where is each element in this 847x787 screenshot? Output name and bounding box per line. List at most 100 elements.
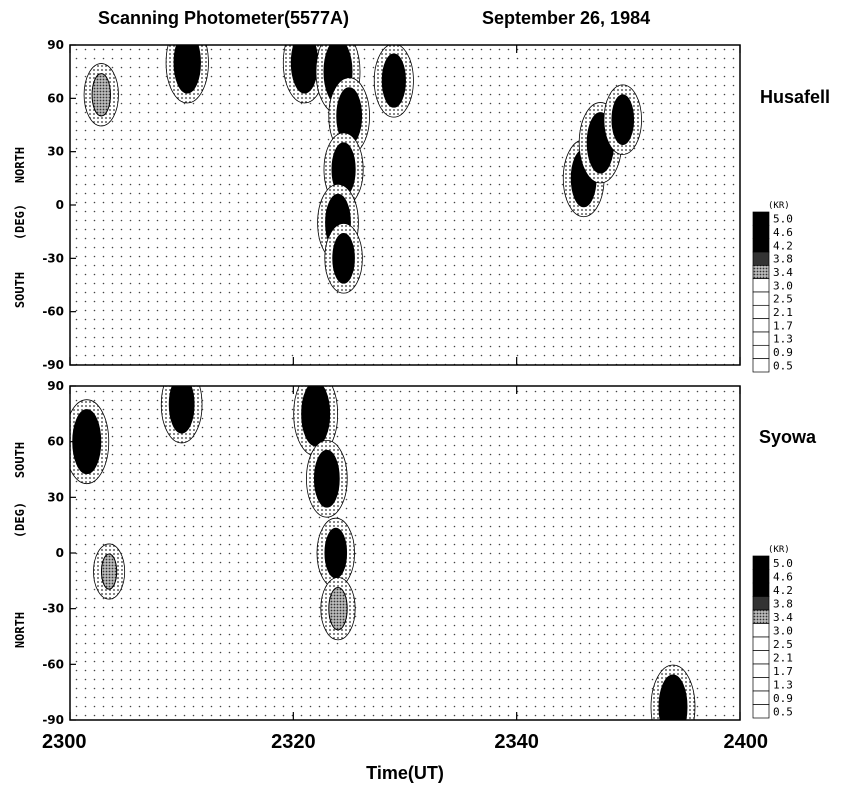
xtick-label-2: 2340 [494, 731, 539, 753]
x-axis-label: Time(UT) [366, 763, 444, 783]
colorbar-label-husafell-9: 1.3 [773, 333, 793, 346]
colorbar-label-husafell-6: 2.5 [773, 293, 793, 306]
ytick-label-husafell-2: 30 [47, 145, 64, 159]
colorbar-swatch-syowa-6 [752, 636, 770, 651]
colorbar-swatch-husafell-4 [752, 264, 770, 280]
chart-title: Scanning Photometer(5577A) [98, 8, 349, 28]
ytick-label-syowa-2: 30 [47, 490, 64, 504]
feature-husafell-0 [173, 45, 201, 94]
feature-syowa-7 [658, 674, 688, 720]
colorbar-swatch-syowa-1 [752, 569, 770, 584]
feature-syowa-0 [72, 409, 102, 475]
colorbar-swatch-husafell-8 [752, 318, 770, 333]
ytick-label-syowa-5: -60 [42, 657, 64, 671]
colorbar-husafell: (KR) 5.04.64.23.83.43.02.52.11.71.30.90.5 [752, 201, 793, 373]
colorbar-label-syowa-6: 2.5 [773, 638, 793, 651]
feature-husafell-1 [290, 45, 319, 94]
colorbar-label-syowa-2: 4.2 [773, 584, 793, 597]
colorbar-label-husafell-10: 0.9 [773, 346, 793, 359]
colorbar-label-syowa-4: 3.4 [773, 611, 793, 624]
colorbar-label-husafell-3: 3.8 [773, 253, 793, 266]
colorbar-swatch-syowa-2 [752, 582, 770, 597]
station-label-syowa: Syowa [759, 427, 817, 447]
colorbar-swatch-husafell-0 [752, 211, 770, 226]
panel-husafell-axes: 90 60 30 0 -30 -60 -90 [42, 38, 741, 372]
colorbar-swatch-husafell-6 [752, 291, 770, 306]
colorbar-swatch-syowa-0 [752, 555, 770, 570]
colorbar-label-husafell-0: 5.0 [773, 213, 793, 226]
xtick-label-1: 2320 [271, 731, 316, 753]
ytick-label-syowa-3: 0 [56, 546, 64, 560]
feature-syowa-5 [328, 586, 348, 631]
feature-husafell-11 [91, 73, 111, 117]
ytick-label-husafell-0: 90 [47, 38, 64, 52]
colorbar-swatch-syowa-7 [752, 650, 770, 665]
feature-syowa-2 [301, 386, 331, 447]
colorbar-swatch-syowa-5 [752, 623, 770, 638]
colorbar-label-husafell-5: 3.0 [773, 279, 793, 292]
colorbar-syowa: (KR) 5.04.64.23.83.43.02.52.11.71.30.90.5 [752, 545, 793, 719]
chart-date: September 26, 1984 [482, 8, 650, 28]
feature-syowa-1 [168, 386, 195, 434]
colorbar-label-husafell-11: 0.5 [773, 359, 793, 372]
colorbar-swatch-husafell-3 [752, 251, 770, 266]
colorbar-swatch-husafell-7 [752, 304, 770, 320]
xtick-label-3: 2400 [724, 731, 769, 753]
colorbar-swatch-syowa-8 [752, 663, 770, 678]
feature-syowa-3 [313, 449, 340, 508]
colorbar-label-syowa-5: 3.0 [773, 624, 793, 637]
colorbar-label-syowa-9: 1.3 [773, 678, 793, 691]
ylabel-bottom-south: SOUTH [13, 442, 27, 478]
colorbar-label-syowa-3: 3.8 [773, 597, 793, 610]
colorbar-label-syowa-8: 1.7 [773, 665, 793, 678]
colorbar-label-husafell-1: 4.6 [773, 226, 793, 239]
feature-syowa-6 [100, 553, 118, 590]
colorbar-swatch-husafell-5 [752, 278, 770, 293]
colorbar-swatch-syowa-3 [752, 596, 770, 611]
ytick-label-husafell-1: 60 [47, 91, 64, 105]
colorbar-swatch-syowa-4 [752, 609, 770, 624]
colorbar-label-syowa-0: 5.0 [773, 557, 793, 570]
ylabel-top-north: NORTH [13, 147, 27, 183]
feature-husafell-10 [611, 94, 635, 145]
panel-syowa-axes: 90 60 30 0 -30 -60 -90 2300 2320 2340 2400 [42, 379, 768, 753]
feature-husafell-7 [381, 53, 406, 108]
ylabel-bottom-north: NORTH [13, 612, 27, 648]
colorbar-label-syowa-10: 0.9 [773, 692, 793, 705]
ytick-label-syowa-6: -90 [42, 713, 64, 727]
station-label-husafell: Husafell [760, 87, 830, 107]
ytick-label-husafell-3: 0 [56, 198, 64, 212]
colorbar-swatch-syowa-10 [752, 690, 770, 705]
ytick-label-syowa-1: 60 [47, 435, 64, 449]
ylabel-top-deg: (DEG) [13, 204, 27, 240]
feature-husafell-6 [332, 233, 355, 284]
ytick-label-husafell-5: -60 [42, 305, 64, 319]
colorbar-swatch-husafell-11 [752, 358, 770, 373]
xtick-label-0: 2300 [42, 731, 87, 753]
ytick-label-syowa-4: -30 [42, 602, 64, 616]
colorbar-unit-syowa: (KR) [768, 545, 790, 555]
colorbar-swatch-syowa-9 [752, 677, 770, 692]
panel-syowa-features [70, 386, 696, 720]
ytick-label-syowa-0: 90 [47, 379, 64, 393]
colorbar-label-husafell-4: 3.4 [773, 266, 793, 279]
colorbar-label-syowa-11: 0.5 [773, 705, 793, 718]
colorbar-swatch-husafell-9 [752, 331, 770, 346]
ytick-label-husafell-6: -90 [42, 358, 64, 372]
panel-husafell-features [83, 45, 642, 294]
colorbar-swatch-husafell-10 [752, 344, 770, 360]
colorbar-swatch-husafell-2 [752, 238, 770, 253]
colorbar-swatch-syowa-11 [752, 704, 770, 719]
colorbar-label-husafell-7: 2.1 [773, 306, 793, 319]
colorbar-label-syowa-7: 2.1 [773, 651, 793, 664]
ylabel-top-south: SOUTH [13, 272, 27, 308]
colorbar-unit-husafell: (KR) [768, 201, 790, 211]
colorbar-label-syowa-1: 4.6 [773, 570, 793, 583]
ytick-label-husafell-4: -30 [42, 251, 64, 265]
feature-syowa-4 [324, 527, 348, 579]
colorbar-label-husafell-2: 4.2 [773, 239, 793, 252]
ylabel-bottom-deg: (DEG) [13, 502, 27, 538]
colorbar-label-husafell-8: 1.7 [773, 319, 793, 332]
colorbar-swatch-husafell-1 [752, 224, 770, 240]
